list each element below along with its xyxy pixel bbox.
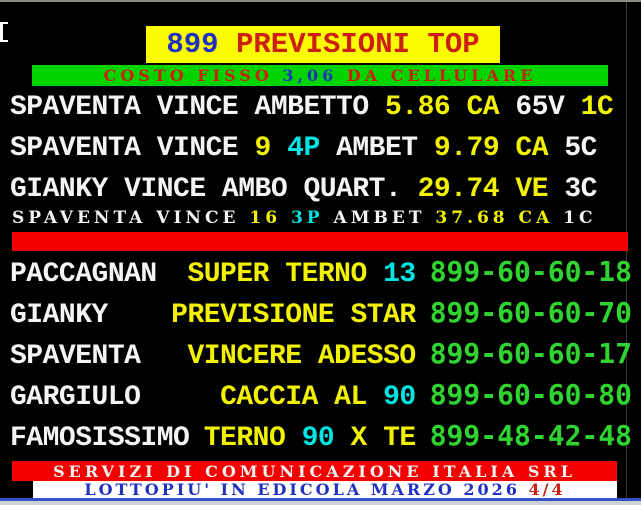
cost-banner-price: 3,06 — [282, 66, 338, 85]
prediction-row: SPAVENTA VINCE 9 4P AMBET 9.79 CA 5C — [10, 134, 597, 164]
text-segment: 65V — [515, 92, 581, 123]
text-segment: 13 — [383, 259, 416, 290]
text-segment: 9 — [254, 133, 288, 164]
text-segment: SPAVENTA VINCE — [12, 208, 250, 228]
text-segment: TERNO — [203, 423, 302, 454]
service-phone-number: 899-60-60-70 — [429, 296, 632, 329]
service-phone-number: 899-60-60-18 — [429, 255, 632, 288]
text-segment: CACCIA AL — [220, 382, 384, 413]
service-phone-number: 899-60-60-17 — [429, 337, 632, 370]
service-row: PACCAGNAN SUPER TERNO 13 899-60-60-18 — [10, 257, 632, 290]
cost-banner-prefix: COSTO FISSO — [103, 66, 283, 85]
footer-company-text: SERVIZI DI COMUNICAZIONE ITALIA SRL — [53, 461, 576, 481]
service-label: SUPER TERNO 13 — [157, 260, 430, 290]
right-border-line — [626, 2, 627, 505]
service-name: GIANKY — [10, 300, 108, 331]
text-segment: 29.74 VE — [417, 174, 565, 205]
page-number: 899 — [166, 28, 236, 61]
text-segment: 16 — [249, 208, 291, 228]
text-segment: 3C — [564, 174, 597, 205]
text-segment: AMBET — [333, 208, 436, 228]
text-segment: 37.68 CA — [435, 208, 564, 228]
bottom-blue-line — [0, 498, 641, 501]
service-phone-number: 899-48-42-48 — [429, 419, 632, 452]
text-segment: 1C — [563, 208, 597, 228]
divider-bar — [12, 232, 628, 251]
text-segment: GIANKY VINCE AMBO QUART. — [10, 174, 418, 205]
footer-news-bar: LOTTOPIU' IN EDICOLA MARZO 2026 4/4 — [33, 481, 617, 498]
text-segment: X TE — [334, 423, 416, 454]
text-segment: 4P — [287, 133, 337, 164]
service-row: GIANKY PREVISIONE STAR 899-60-60-70 — [10, 298, 632, 331]
footer-company-bar: SERVIZI DI COMUNICAZIONE ITALIA SRL — [12, 461, 617, 481]
service-label: CACCIA AL 90 — [140, 383, 429, 413]
left-edge-mark — [0, 22, 8, 42]
text-segment: 1C — [580, 92, 614, 123]
cost-banner: COSTO FISSO 3,06 DA CELLULARE — [32, 65, 608, 86]
text-segment: 5.86 CA — [384, 92, 516, 123]
footer-page-indicator: 4/4 — [528, 480, 566, 499]
service-row: FAMOSISSIMO TERNO 90 X TE 899-48-42-48 — [10, 421, 632, 454]
service-name: GARGIULO — [10, 382, 141, 413]
title-box: 899 PREVISIONI TOP — [146, 26, 500, 63]
service-phone-number: 899-60-60-80 — [429, 378, 632, 411]
text-segment: PREVISIONE STAR — [171, 300, 416, 331]
prediction-row: SPAVENTA VINCE AMBETTO 5.86 CA 65V 1C — [10, 92, 614, 123]
service-name: PACCAGNAN — [10, 259, 157, 290]
text-segment: VINCERE ADESSO — [187, 341, 416, 372]
service-row: GARGIULO CACCIA AL 90 899-60-60-80 — [10, 380, 632, 413]
text-segment: 9.79 CA — [433, 133, 565, 164]
text-segment: SPAVENTA VINCE AMBETTO — [10, 92, 385, 123]
service-label: VINCERE ADESSO — [140, 342, 429, 372]
text-segment: 90 — [301, 423, 335, 454]
text-segment: 5C — [564, 133, 597, 164]
service-label: TERNO 90 X TE — [189, 424, 429, 454]
text-segment: 90 — [383, 382, 416, 413]
bottom-gray-strip — [0, 501, 641, 505]
cost-banner-suffix: DA CELLULARE — [337, 66, 537, 85]
top-border-line — [0, 0, 641, 2]
prediction-row: GIANKY VINCE AMBO QUART. 29.74 VE 3C — [10, 175, 597, 205]
service-name: FAMOSISSIMO — [10, 423, 190, 454]
highlight-prediction-row: SPAVENTA VINCE 16 3P AMBET 37.68 CA 1C — [12, 208, 597, 228]
service-label: PREVISIONE STAR — [108, 301, 430, 331]
text-segment: 3P — [290, 208, 334, 228]
service-row: SPAVENTA VINCERE ADESSO 899-60-60-17 — [10, 339, 632, 372]
service-name: SPAVENTA — [10, 341, 141, 372]
text-segment: AMBET — [336, 133, 434, 164]
page-title: PREVISIONI TOP — [235, 28, 480, 61]
footer-news-text: LOTTOPIU' IN EDICOLA MARZO 2026 — [84, 480, 529, 499]
text-segment: SPAVENTA VINCE — [10, 133, 255, 164]
text-segment: SUPER TERNO — [187, 259, 384, 290]
